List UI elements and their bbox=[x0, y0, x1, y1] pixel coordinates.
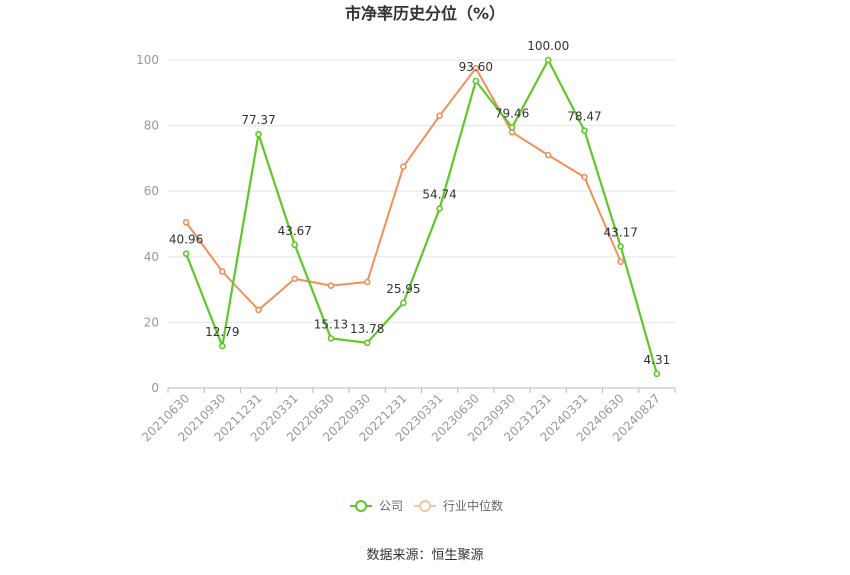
legend: 公司 行业中位数 bbox=[350, 498, 503, 513]
legend-industry-marker bbox=[419, 500, 431, 512]
data-label: 78.47 bbox=[567, 110, 601, 124]
y-tick-label: 40 bbox=[144, 250, 159, 264]
data-point-0[interactable] bbox=[508, 124, 516, 131]
data-point-1[interactable] bbox=[436, 112, 443, 120]
data-point-1[interactable] bbox=[363, 278, 371, 286]
data-point-1[interactable] bbox=[617, 258, 624, 266]
data-point-0[interactable] bbox=[291, 241, 299, 249]
data-label: 100.00 bbox=[527, 39, 569, 53]
data-point-0[interactable] bbox=[617, 243, 624, 250]
data-source: 数据来源：恒生聚源 bbox=[366, 548, 483, 563]
data-point-0[interactable] bbox=[436, 205, 443, 212]
x-axis: 2021063020210930202112312022033120220630… bbox=[139, 387, 676, 444]
legend-company-marker bbox=[355, 500, 367, 512]
data-label: 77.37 bbox=[241, 113, 275, 127]
legend-item-company[interactable]: 公司 bbox=[350, 499, 403, 513]
data-point-0[interactable] bbox=[255, 130, 262, 138]
data-point-0[interactable] bbox=[219, 342, 226, 350]
data-label: 54.74 bbox=[422, 187, 456, 201]
data-point-1[interactable] bbox=[219, 268, 226, 275]
y-tick-label: 80 bbox=[144, 119, 159, 133]
data-point-0[interactable] bbox=[327, 335, 335, 342]
series-line-1 bbox=[185, 67, 622, 311]
data-label: 43.67 bbox=[278, 224, 312, 238]
data-label: 25.95 bbox=[386, 282, 420, 296]
series-layer bbox=[182, 56, 661, 378]
data-point-1[interactable] bbox=[327, 282, 335, 289]
data-point-1[interactable] bbox=[255, 306, 262, 314]
data-label: 4.31 bbox=[644, 353, 671, 367]
y-tick-label: 20 bbox=[144, 315, 159, 329]
data-label: 40.96 bbox=[169, 233, 203, 247]
data-label: 13.78 bbox=[350, 322, 384, 336]
legend-industry-label: 行业中位数 bbox=[443, 498, 503, 513]
data-point-0[interactable] bbox=[400, 299, 407, 307]
legend-company-label: 公司 bbox=[379, 499, 403, 513]
data-label: 93.60 bbox=[459, 60, 493, 74]
data-point-1[interactable] bbox=[400, 163, 407, 170]
data-point-1[interactable] bbox=[544, 151, 552, 159]
series-line-0 bbox=[185, 58, 658, 375]
data-label: 12.79 bbox=[205, 325, 239, 339]
data-label: 15.13 bbox=[314, 317, 348, 331]
y-axis: 0 20 40 60 80 100 bbox=[136, 53, 159, 395]
data-point-0[interactable] bbox=[581, 127, 588, 134]
data-point-0[interactable] bbox=[363, 339, 371, 347]
data-label: 79.46 bbox=[495, 106, 529, 120]
data-label: 43.17 bbox=[603, 225, 637, 239]
y-tick-label: 0 bbox=[151, 381, 159, 395]
data-point-0[interactable] bbox=[182, 250, 190, 257]
data-point-1[interactable] bbox=[472, 64, 480, 72]
data-point-0[interactable] bbox=[544, 56, 552, 64]
data-labels: 40.96 12.79 77.37 43.67 15.13 13.78 25.95 54.74… bbox=[169, 39, 670, 367]
y-tick-label: 100 bbox=[136, 53, 159, 67]
data-point-0[interactable] bbox=[653, 370, 661, 378]
legend-item-industry[interactable]: 行业中位数 bbox=[414, 498, 503, 513]
data-point-1[interactable] bbox=[291, 275, 299, 283]
grid-lines bbox=[168, 59, 675, 323]
data-point-1[interactable] bbox=[581, 173, 588, 181]
data-point-1[interactable] bbox=[182, 219, 190, 226]
data-point-0[interactable] bbox=[472, 77, 480, 85]
chart-title: 市净率历史分位（%） bbox=[345, 4, 505, 23]
y-tick-label: 60 bbox=[144, 184, 159, 198]
